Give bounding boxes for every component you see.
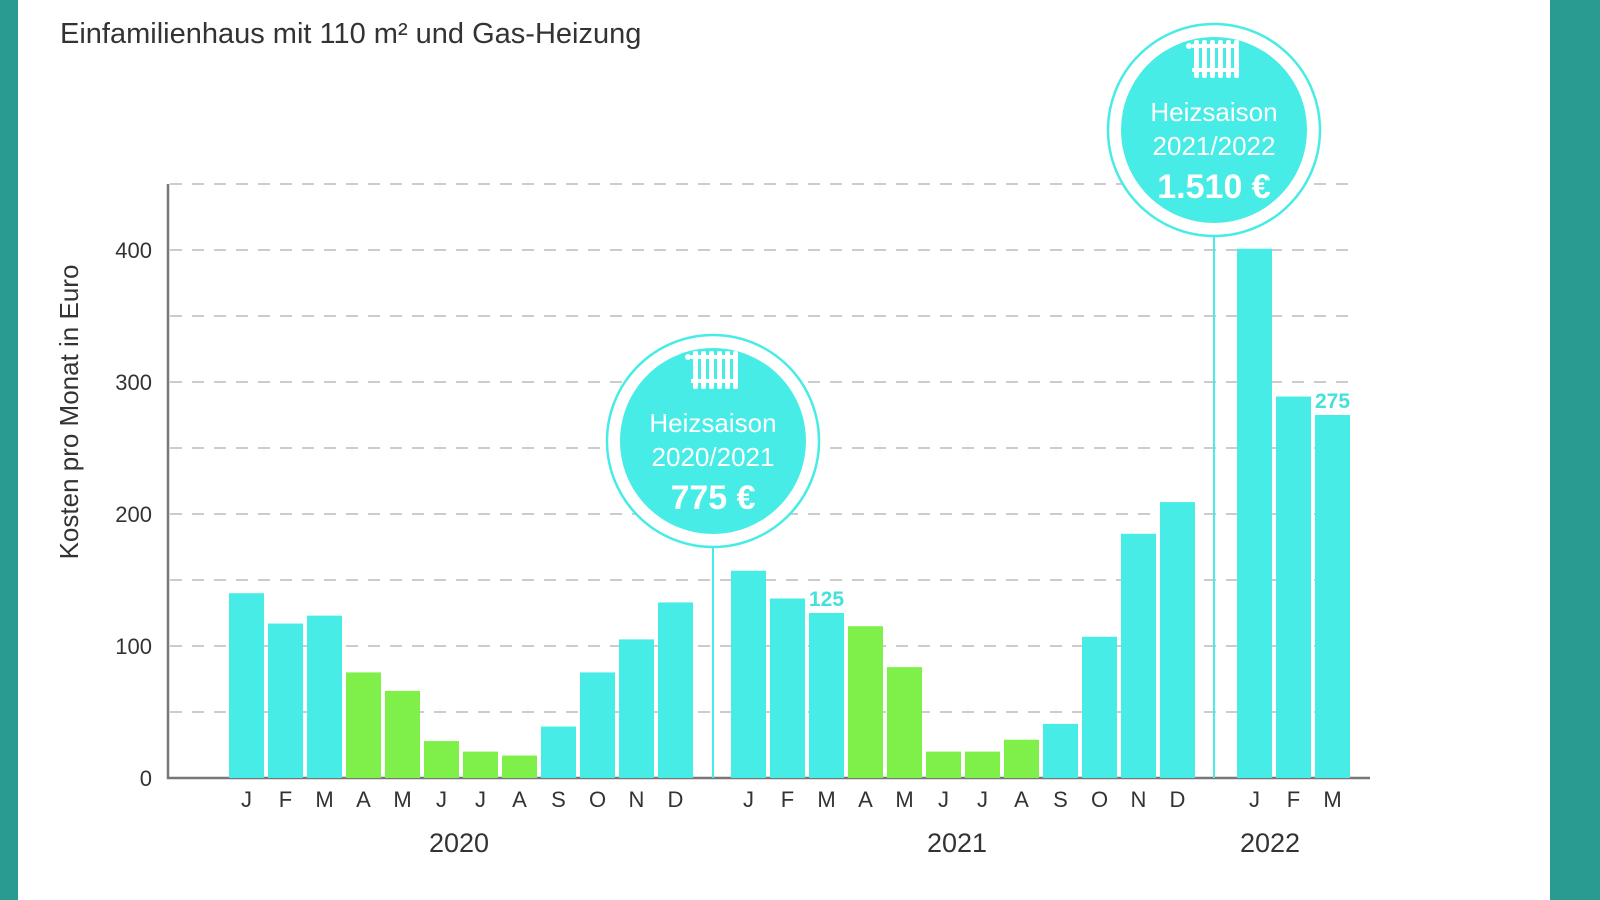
y-tick-label: 100 <box>115 634 152 659</box>
month-label: S <box>1053 787 1068 812</box>
month-label: O <box>589 787 606 812</box>
bar-2021-12 <box>1160 502 1195 778</box>
data-label: 125 <box>809 588 844 611</box>
bar-2021-9 <box>1043 723 1078 778</box>
year-label: 2022 <box>1240 828 1300 858</box>
bar-2022-2 <box>1276 396 1311 778</box>
y-tick-label: 0 <box>140 766 152 791</box>
month-label: F <box>279 787 292 812</box>
callout-label: Heizsaison <box>649 408 776 438</box>
bar-2020-1 <box>229 593 264 778</box>
month-label: J <box>1249 787 1260 812</box>
radiator-icon <box>1186 40 1239 78</box>
callout-label: Heizsaison <box>1150 97 1277 127</box>
bar-2020-2 <box>268 623 303 778</box>
chart-title: Einfamilienhaus mit 110 m² und Gas-Heizu… <box>60 18 642 50</box>
bar-2021-11 <box>1121 533 1156 778</box>
data-label: 275 <box>1315 390 1350 413</box>
y-tick-label: 200 <box>115 502 152 527</box>
month-label: D <box>668 787 684 812</box>
month-label: S <box>551 787 566 812</box>
bar-2021-3 <box>809 613 844 778</box>
bar-2020-8 <box>502 755 537 778</box>
bar-2022-1 <box>1237 248 1272 778</box>
bar-2021-2 <box>770 598 805 778</box>
bar-2021-7 <box>965 751 1000 778</box>
month-label: J <box>241 787 252 812</box>
month-label: A <box>1014 787 1029 812</box>
month-label: J <box>743 787 754 812</box>
month-label: F <box>1287 787 1300 812</box>
bar-2021-10 <box>1082 636 1117 778</box>
bar-2020-4 <box>346 672 381 778</box>
month-label: J <box>475 787 486 812</box>
y-axis-label: Kosten pro Monat in Euro <box>54 265 84 560</box>
year-label: 2020 <box>429 828 489 858</box>
bar-2020-3 <box>307 615 342 778</box>
season-callout: Heizsaison 2020/2021 775 € <box>605 333 821 778</box>
frame-right <box>1550 0 1600 900</box>
callout-total: 1.510 € <box>1157 168 1271 206</box>
bar-2021-1 <box>731 570 766 778</box>
year-label: 2021 <box>927 828 987 858</box>
month-label: M <box>1323 787 1341 812</box>
month-label: A <box>858 787 873 812</box>
month-label: M <box>895 787 913 812</box>
month-label: O <box>1091 787 1108 812</box>
bar-2021-4 <box>848 626 883 778</box>
month-label: J <box>977 787 988 812</box>
callout-disc <box>1121 37 1307 223</box>
callout-season: 2021/2022 <box>1153 131 1276 161</box>
callout-disc <box>620 348 806 534</box>
radiator-icon <box>685 351 738 389</box>
y-tick-label: 400 <box>115 238 152 263</box>
month-label: A <box>512 787 527 812</box>
bar-2020-7 <box>463 751 498 778</box>
month-label: D <box>1170 787 1186 812</box>
bar-2020-11 <box>619 639 654 778</box>
callout-total: 775 € <box>670 479 755 517</box>
month-label: J <box>436 787 447 812</box>
bar-2020-5 <box>385 690 420 778</box>
bar-2021-5 <box>887 667 922 778</box>
bar-2020-10 <box>580 672 615 778</box>
month-label: F <box>781 787 794 812</box>
bar-2020-6 <box>424 741 459 778</box>
season-callout: Heizsaison 2021/2022 1.510 € <box>1106 22 1322 778</box>
bar-2020-12 <box>658 602 693 778</box>
month-label: M <box>315 787 333 812</box>
month-label: J <box>938 787 949 812</box>
frame-left <box>0 0 18 900</box>
month-label: M <box>393 787 411 812</box>
y-tick-label: 300 <box>115 370 152 395</box>
month-label: N <box>1131 787 1147 812</box>
month-label: N <box>629 787 645 812</box>
month-label: A <box>356 787 371 812</box>
bar-2020-9 <box>541 726 576 778</box>
bar-2021-6 <box>926 751 961 778</box>
bar-2021-8 <box>1004 739 1039 778</box>
month-label: M <box>817 787 835 812</box>
callout-season: 2020/2021 <box>652 442 775 472</box>
bar-2022-3 <box>1315 415 1350 778</box>
